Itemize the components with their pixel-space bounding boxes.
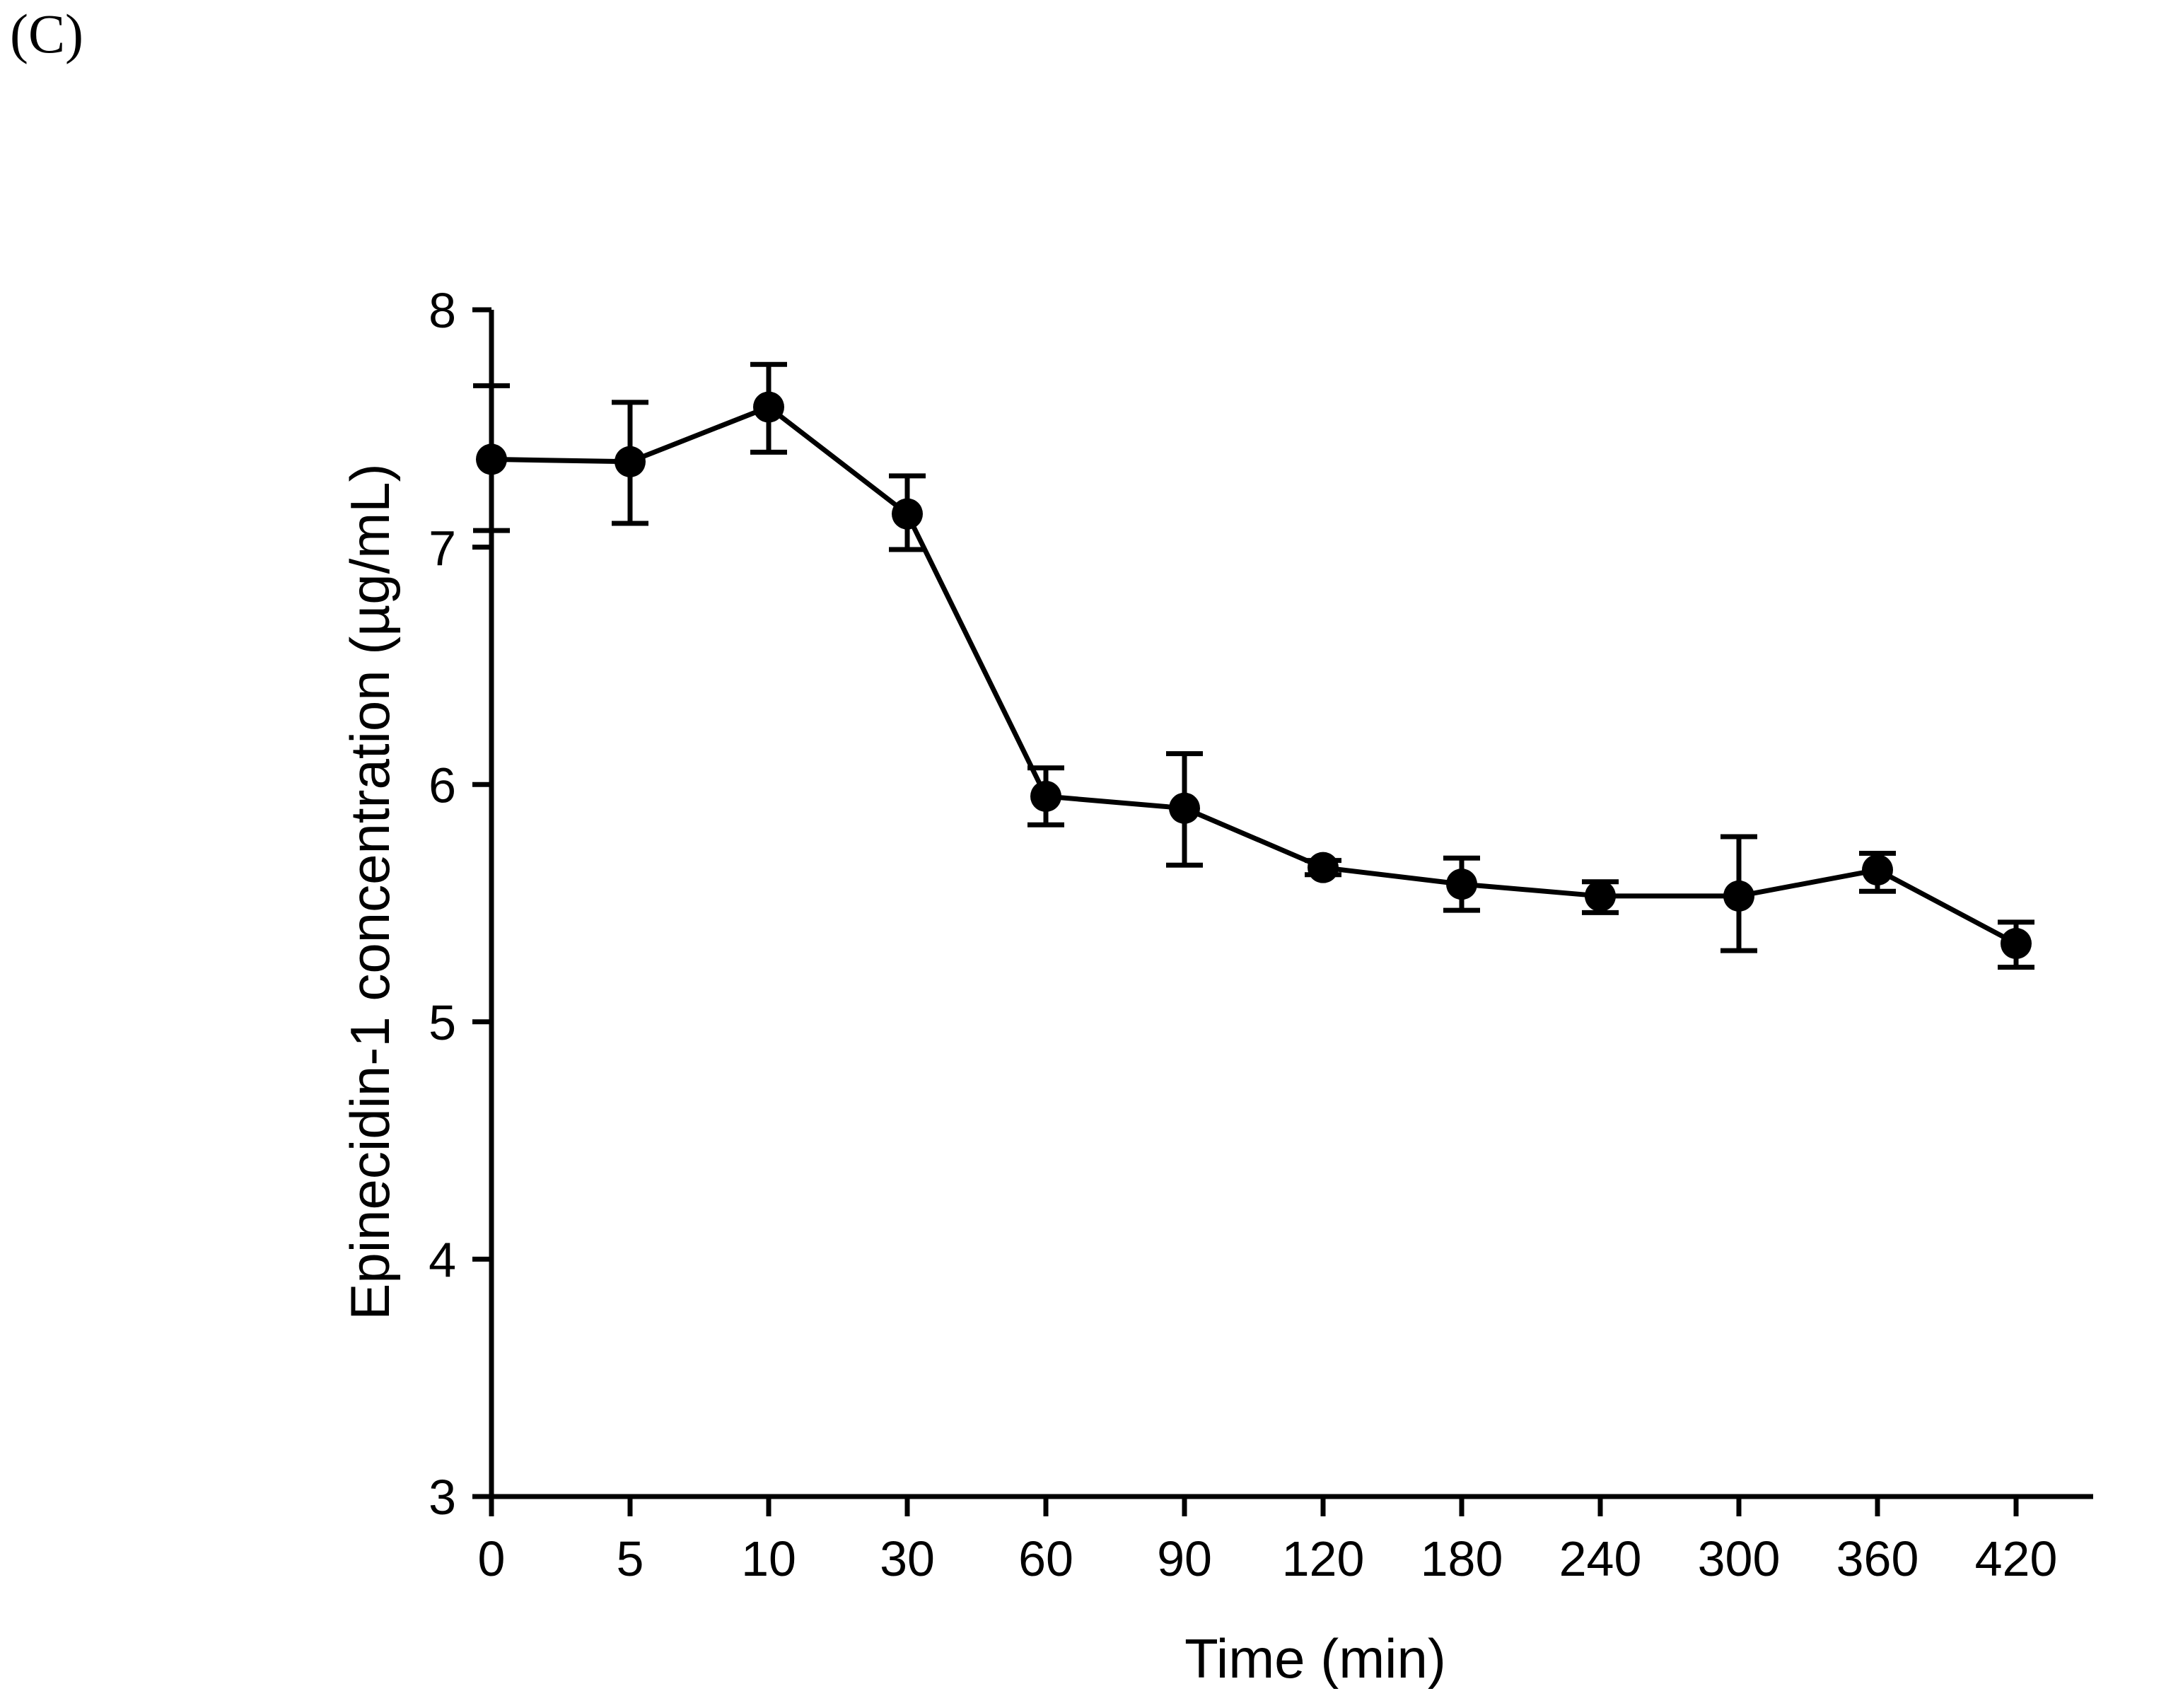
x-tick-label: 90	[1157, 1531, 1212, 1586]
y-tick-label: 4	[429, 1233, 456, 1288]
data-point	[892, 498, 923, 530]
x-tick-label: 360	[1836, 1531, 1919, 1586]
data-point	[1446, 868, 1477, 900]
panel-label: (C)	[10, 3, 83, 64]
y-tick-label: 8	[429, 283, 456, 338]
x-tick-label: 300	[1698, 1531, 1781, 1586]
x-tick-label: 30	[880, 1531, 935, 1586]
data-line	[491, 404, 2017, 946]
data-point	[2001, 928, 2032, 960]
y-axis-title: Epinecidin-1 concentration (µg/mL)	[339, 463, 401, 1320]
data-point	[476, 443, 507, 475]
x-tick-label: 5	[617, 1531, 644, 1586]
x-tick-label: 240	[1559, 1531, 1642, 1586]
x-tick-label: 180	[1421, 1531, 1503, 1586]
data-point	[615, 446, 646, 477]
x-tick-label: 0	[478, 1531, 506, 1586]
data-point	[1723, 880, 1754, 912]
axes-layer: 3 4 5 6 7 8 0 5 10 30 60 90 120 180 240 300 360 420	[429, 283, 2093, 1586]
data-point	[1169, 792, 1200, 824]
y-tick-label: 3	[429, 1470, 456, 1525]
x-tick-label: 420	[1975, 1531, 2058, 1586]
data-point	[1308, 852, 1339, 883]
y-tick-label: 6	[429, 757, 456, 813]
y-tick-label: 5	[429, 995, 456, 1050]
data-point	[1030, 780, 1061, 812]
data-point	[1862, 854, 1893, 886]
x-axis-title: Time (min)	[1184, 1627, 1446, 1690]
x-tick-label: 120	[1282, 1531, 1365, 1586]
x-tick-label: 60	[1018, 1531, 1073, 1586]
y-tick-label: 7	[429, 521, 456, 576]
data-point	[1585, 880, 1616, 912]
data-series-layer	[473, 361, 2034, 970]
data-point	[753, 391, 784, 423]
x-tick-label: 10	[741, 1531, 796, 1586]
